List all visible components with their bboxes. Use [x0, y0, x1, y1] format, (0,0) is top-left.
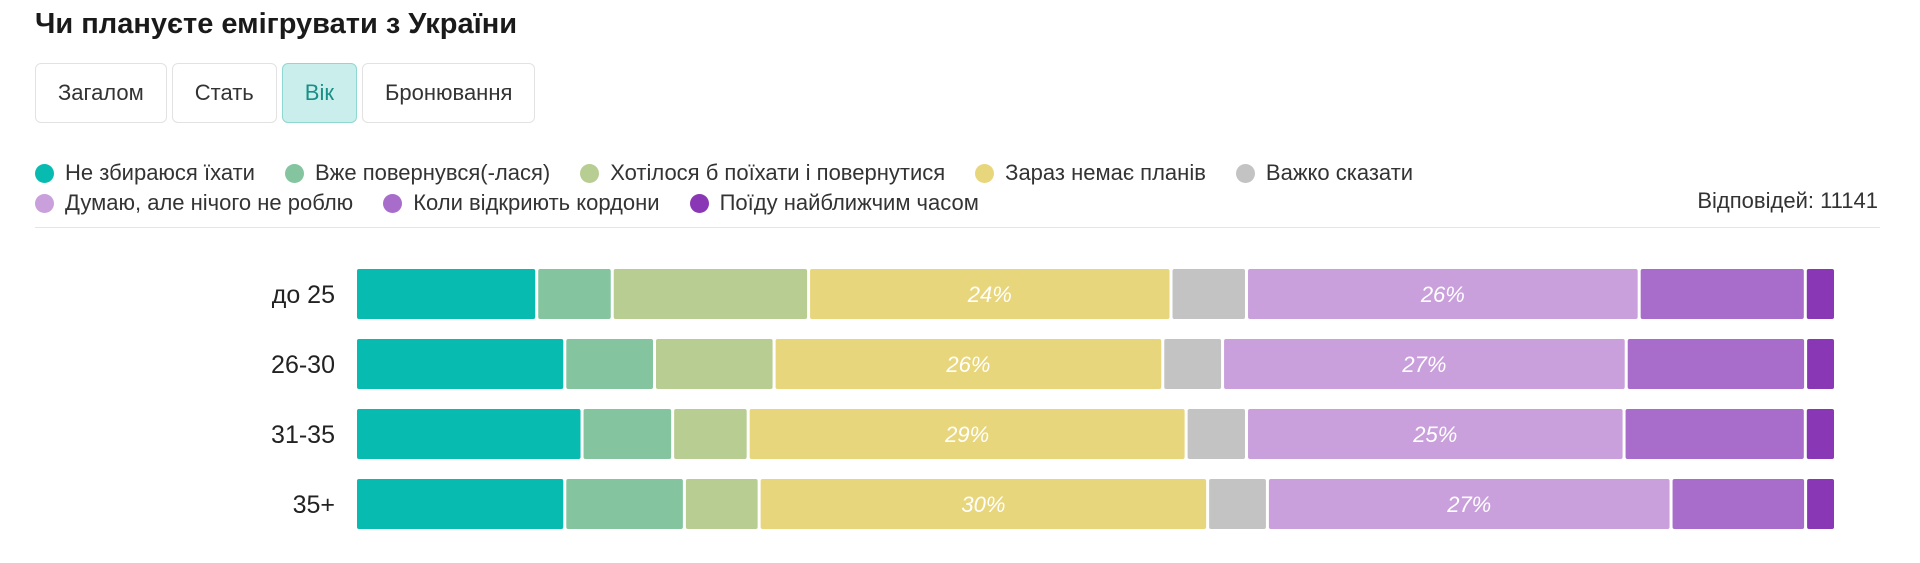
legend-item-no-plans[interactable]: Зараз немає планів [975, 160, 1206, 186]
chart-title: Чи плануєте емігрувати з України [35, 8, 518, 40]
legend-item-thinking[interactable]: Думаю, але нічого не роблю [35, 190, 353, 216]
tab-bar: Загалом Стать Вік Бронювання [35, 63, 536, 123]
responses-count: Відповідей: 11141 [1697, 188, 1878, 213]
legend-item-leave-and-return[interactable]: Хотілося б поїхати і повернутися [580, 160, 945, 186]
legend-label: Зараз немає планів [1005, 160, 1206, 185]
legend-dot-icon [284, 163, 304, 183]
bar-segment[interactable] [1625, 409, 1804, 459]
bar-segment[interactable] [357, 409, 581, 459]
legend-row-2: Думаю, але нічого не роблю Коли відкриют… [35, 188, 1880, 218]
bar-segment[interactable] [1164, 339, 1222, 389]
bar-segment[interactable] [674, 409, 747, 459]
data-label: 24% [967, 282, 1012, 307]
bar-segment[interactable] [775, 339, 1162, 389]
data-label: 25% [1412, 422, 1457, 447]
legend-label: Важко сказати [1265, 160, 1414, 185]
legend-label: Хотілося б поїхати і повернутися [610, 160, 946, 185]
bar-segment[interactable] [583, 409, 672, 459]
legend-label: Не збираюся їхати [65, 160, 255, 185]
legend-dot-icon [35, 193, 54, 213]
bar-segment[interactable] [1268, 479, 1670, 529]
category-label: 31-35 [271, 421, 335, 449]
bar-segment[interactable] [1187, 409, 1246, 459]
legend-dot-icon [383, 193, 403, 213]
bar-segment[interactable] [1806, 409, 1834, 459]
legend-label: Вже повернувся(-лася) [314, 160, 551, 185]
data-label: 26% [1420, 282, 1465, 307]
data-label: 30% [961, 492, 1005, 517]
bar-segment[interactable] [1640, 269, 1804, 319]
legend-dot-icon [1235, 163, 1255, 183]
bar-segment[interactable] [1806, 269, 1834, 319]
bar-segment[interactable] [685, 479, 758, 529]
legend-dot-icon [580, 163, 600, 183]
legend-dot-icon [689, 193, 709, 213]
legend-item-returned[interactable]: Вже повернувся(-лася) [284, 160, 551, 186]
bar-segment[interactable] [613, 269, 808, 319]
bar-segment[interactable] [1807, 339, 1834, 389]
bar-segment[interactable] [1209, 479, 1266, 529]
bar-segment[interactable] [1807, 479, 1834, 529]
bar-segment[interactable] [566, 479, 683, 529]
bar-segment[interactable] [810, 269, 1170, 319]
data-label: 27% [1446, 492, 1491, 517]
bar-segment[interactable] [1224, 339, 1625, 389]
bar-segment[interactable] [357, 339, 564, 389]
bar-segment[interactable] [357, 479, 564, 529]
bar-segment[interactable] [1248, 409, 1623, 459]
chart-legend: Не збираюся їхати Вже повернувся(-лася) … [35, 158, 1880, 218]
category-label: 35+ [293, 491, 335, 519]
bar-segment[interactable] [357, 269, 536, 319]
legend-item-hard-to-say[interactable]: Важко сказати [1235, 160, 1414, 186]
legend-dot-icon [975, 163, 995, 183]
bar-segment[interactable] [1627, 339, 1805, 389]
legend-label: Коли відкриють кордони [413, 190, 660, 215]
category-label: до 25 [272, 281, 335, 309]
bar-segment[interactable] [1248, 269, 1638, 319]
legend-dot-icon [35, 163, 54, 183]
bar-segment[interactable] [538, 269, 611, 319]
legend-row-1: Не збираюся їхати Вже повернувся(-лася) … [35, 158, 1880, 188]
bar-segment[interactable] [655, 339, 773, 389]
tab-age[interactable]: Вік [281, 63, 357, 123]
tab-gender[interactable]: Стать [171, 63, 277, 123]
bar-segment[interactable] [749, 409, 1185, 459]
legend-label: Поїду найближчим часом [719, 190, 979, 215]
legend-item-borders-open[interactable]: Коли відкриють кордони [383, 190, 660, 216]
bar-segment[interactable] [760, 479, 1207, 529]
divider [35, 227, 1880, 228]
category-label: 26-30 [271, 351, 335, 379]
bar-segment[interactable] [1172, 269, 1246, 319]
legend-label: Думаю, але нічого не роблю [65, 190, 354, 215]
data-label: 29% [944, 422, 989, 447]
data-label: 27% [1401, 352, 1446, 377]
legend-item-not-going[interactable]: Не збираюся їхати [35, 160, 255, 186]
tab-reservation[interactable]: Бронювання [361, 63, 536, 123]
legend-item-leaving-soon[interactable]: Поїду найближчим часом [689, 190, 979, 216]
bar-segment[interactable] [1672, 479, 1805, 529]
data-label: 26% [945, 352, 990, 377]
bar-segment[interactable] [566, 339, 653, 389]
tab-overall[interactable]: Загалом [35, 63, 167, 123]
